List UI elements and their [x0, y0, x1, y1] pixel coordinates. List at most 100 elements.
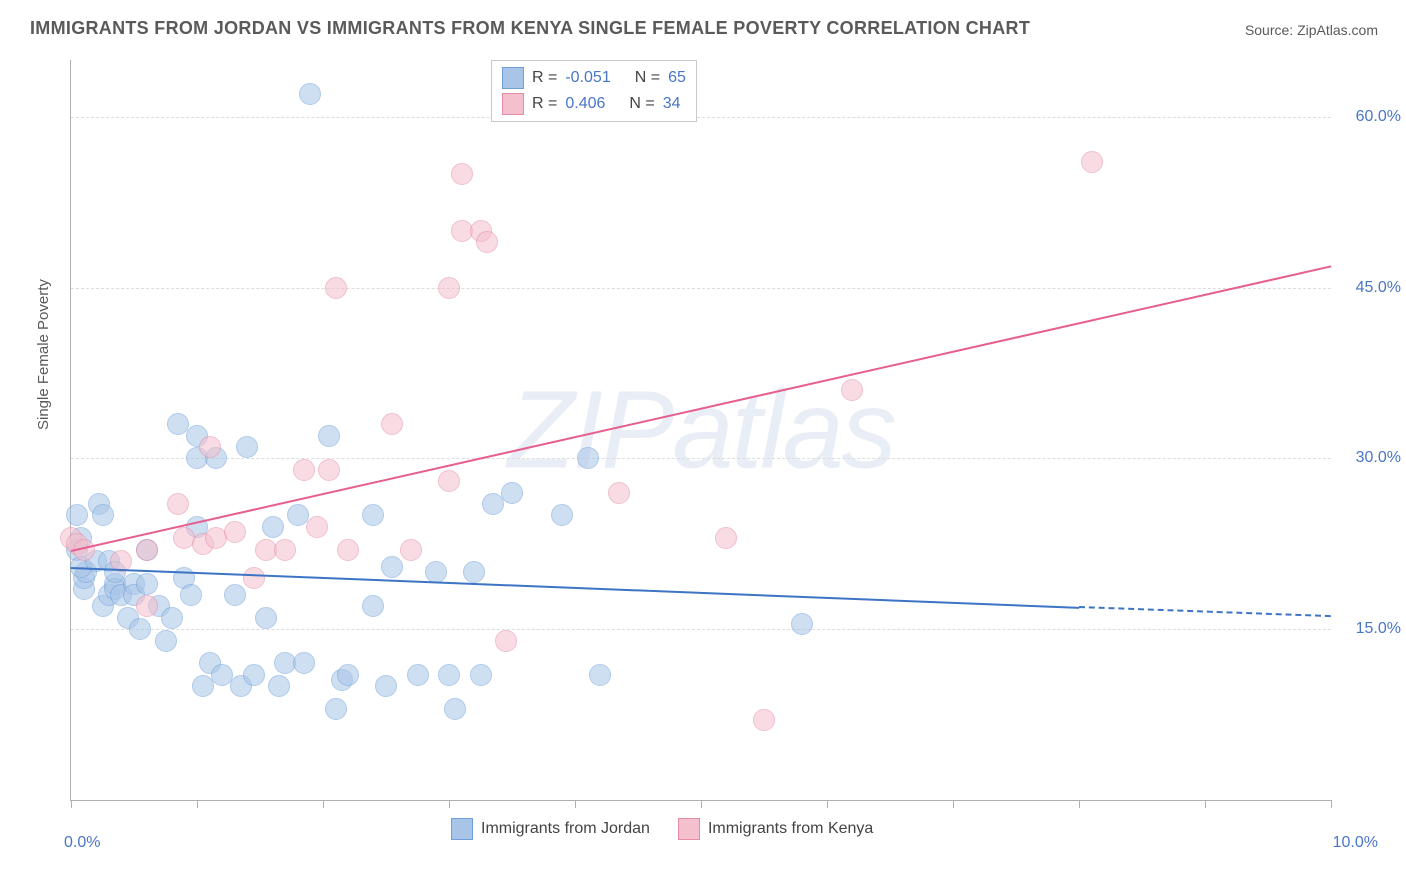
grid-line [71, 288, 1331, 289]
data-point [274, 539, 296, 561]
data-point [318, 459, 340, 481]
data-point [444, 698, 466, 720]
x-tick [575, 800, 576, 808]
trend-line [71, 265, 1331, 552]
chart-title: IMMIGRANTS FROM JORDAN VS IMMIGRANTS FRO… [30, 18, 1030, 39]
grid-line [71, 629, 1331, 630]
n-value-a: 65 [668, 69, 686, 87]
legend-item-kenya: Immigrants from Kenya [678, 818, 873, 840]
data-point [243, 664, 265, 686]
legend-stats: R = -0.051 N = 65 R = 0.406 N = 34 [491, 60, 697, 122]
data-point [306, 516, 328, 538]
x-tick [323, 800, 324, 808]
data-point [501, 482, 523, 504]
data-point [136, 539, 158, 561]
x-tick [449, 800, 450, 808]
data-point [476, 231, 498, 253]
y-tick-label: 15.0% [1341, 620, 1401, 638]
data-point [438, 277, 460, 299]
data-point [577, 447, 599, 469]
data-point [325, 698, 347, 720]
data-point [136, 573, 158, 595]
data-point [155, 630, 177, 652]
data-point [362, 504, 384, 526]
data-point [66, 504, 88, 526]
data-point [381, 556, 403, 578]
x-tick [701, 800, 702, 808]
data-point [224, 584, 246, 606]
data-point [451, 163, 473, 185]
data-point [715, 527, 737, 549]
data-point [337, 539, 359, 561]
swatch-kenya-icon [678, 818, 700, 840]
data-point [381, 413, 403, 435]
source-label: Source: ZipAtlas.com [1245, 22, 1378, 38]
n-label: N = [635, 69, 660, 87]
data-point [362, 595, 384, 617]
data-point [791, 613, 813, 635]
data-point [608, 482, 630, 504]
x-tick [827, 800, 828, 808]
x-tick [953, 800, 954, 808]
data-point [224, 521, 246, 543]
r-value-b: 0.406 [565, 95, 605, 113]
data-point [293, 652, 315, 674]
data-point [167, 493, 189, 515]
data-point [407, 664, 429, 686]
x-tick-label-min: 0.0% [64, 834, 100, 852]
trend-line [71, 567, 1079, 609]
grid-line [71, 458, 1331, 459]
data-point [268, 675, 290, 697]
legend-label-kenya: Immigrants from Kenya [708, 820, 873, 838]
data-point [400, 539, 422, 561]
data-point [92, 504, 114, 526]
x-tick-label-max: 10.0% [1333, 834, 1378, 852]
data-point [841, 379, 863, 401]
trend-line [1079, 606, 1331, 617]
watermark: ZIPatlas [507, 367, 894, 494]
y-tick-label: 30.0% [1341, 449, 1401, 467]
legend-stats-row-a: R = -0.051 N = 65 [502, 65, 686, 91]
x-tick [71, 800, 72, 808]
data-point [470, 664, 492, 686]
y-axis-label: Single Female Poverty [35, 279, 52, 430]
x-tick [1205, 800, 1206, 808]
data-point [180, 584, 202, 606]
data-point [337, 664, 359, 686]
data-point [438, 664, 460, 686]
data-point [589, 664, 611, 686]
y-tick-label: 45.0% [1341, 279, 1401, 297]
data-point [551, 504, 573, 526]
grid-line [71, 117, 1331, 118]
data-point [375, 675, 397, 697]
data-point [236, 436, 258, 458]
x-tick [1079, 800, 1080, 808]
data-point [463, 561, 485, 583]
r-value-a: -0.051 [565, 69, 610, 87]
r-label: R = [532, 95, 557, 113]
n-value-b: 34 [663, 95, 681, 113]
data-point [129, 618, 151, 640]
data-point [293, 459, 315, 481]
data-point [161, 607, 183, 629]
r-label: R = [532, 69, 557, 87]
n-label: N = [629, 95, 654, 113]
plot-area: ZIPatlas R = -0.051 N = 65 R = 0.406 N =… [70, 60, 1331, 801]
data-point [753, 709, 775, 731]
data-point [136, 595, 158, 617]
legend-stats-row-b: R = 0.406 N = 34 [502, 91, 686, 117]
swatch-jordan-icon [451, 818, 473, 840]
data-point [262, 516, 284, 538]
y-tick-label: 60.0% [1341, 108, 1401, 126]
data-point [299, 83, 321, 105]
legend-label-jordan: Immigrants from Jordan [481, 820, 650, 838]
data-point [243, 567, 265, 589]
legend-series: Immigrants from Jordan Immigrants from K… [451, 818, 873, 840]
swatch-jordan-icon [502, 67, 524, 89]
x-tick [197, 800, 198, 808]
data-point [1081, 151, 1103, 173]
data-point [199, 436, 221, 458]
data-point [425, 561, 447, 583]
data-point [438, 470, 460, 492]
data-point [325, 277, 347, 299]
